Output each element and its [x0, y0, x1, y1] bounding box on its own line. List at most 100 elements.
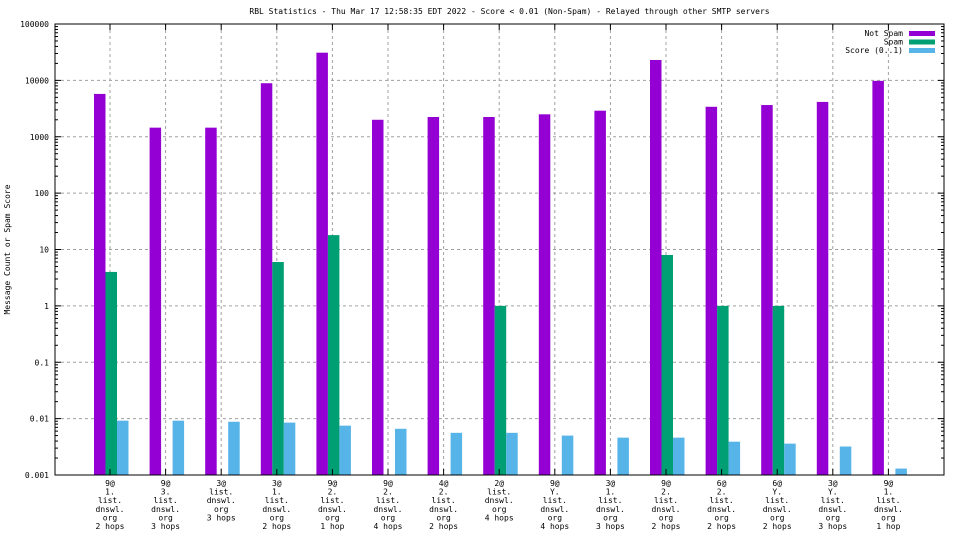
- x-tick-label: 3 hops: [818, 522, 847, 531]
- x-tick-label: dnswl.: [485, 496, 514, 505]
- x-tick-label: 9@: [884, 479, 894, 488]
- bar-not-spam: [705, 106, 718, 475]
- bar-not-spam: [260, 83, 273, 475]
- x-tick-label: dnswl.: [652, 505, 681, 514]
- x-tick-label: 1.: [105, 488, 115, 497]
- x-tick-label: dnswl.: [540, 505, 569, 514]
- y-tick-label: 1000: [30, 133, 49, 142]
- bar-spam: [494, 305, 507, 475]
- plot-frame: [54, 23, 945, 476]
- bar-not-spam: [872, 80, 884, 475]
- bar-not-spam: [538, 114, 551, 475]
- x-tick-label: dnswl.: [374, 505, 403, 514]
- x-tick-label: 6@: [772, 479, 782, 488]
- x-tick-label: list.: [876, 496, 900, 505]
- bar-score-0-1: [283, 422, 296, 475]
- x-tick-label: 6@: [717, 479, 727, 488]
- y-axis-label: Message Count or Spam Score: [3, 184, 12, 314]
- y-tick-label: 10000: [25, 76, 49, 85]
- y-tick-label: 100: [35, 189, 50, 198]
- x-tick-label: 1.: [884, 488, 894, 497]
- bar-not-spam: [94, 93, 106, 475]
- x-tick-label: dnswl.: [818, 505, 847, 514]
- x-tick-label: list.: [598, 496, 622, 505]
- bar-not-spam: [205, 127, 217, 475]
- bar-score-0-1: [172, 420, 185, 475]
- x-tick-label: 2.: [661, 488, 671, 497]
- x-tick-label: org: [492, 505, 507, 514]
- bar-not-spam: [483, 117, 495, 476]
- bar-spam: [661, 254, 673, 475]
- bar-score-0-1: [617, 437, 629, 475]
- bar-score-0-1: [895, 468, 907, 475]
- x-tick-label: 3 hops: [207, 513, 236, 522]
- x-tick-label: 2.: [328, 488, 338, 497]
- x-tick-label: org: [714, 513, 729, 522]
- x-tick-label: 3 hops: [151, 522, 180, 531]
- x-tick-label: Y.: [828, 488, 838, 497]
- x-tick-label: org: [381, 513, 396, 522]
- bar-score-0-1: [117, 420, 129, 475]
- bar-not-spam: [650, 59, 662, 475]
- x-tick-label: org: [103, 513, 118, 522]
- legend-label: Score (0..1): [845, 46, 903, 55]
- x-tick-label: dnswl.: [874, 505, 903, 514]
- x-tick-label: Y.: [772, 488, 782, 497]
- x-tick-label: org: [770, 513, 785, 522]
- x-tick-label: 2.: [439, 488, 449, 497]
- bar-spam: [772, 305, 785, 475]
- bar-score-0-1: [339, 425, 351, 475]
- bar-score-0-1: [228, 421, 240, 475]
- x-tick-label: 2 hops: [429, 522, 458, 531]
- x-tick-label: list.: [654, 496, 678, 505]
- bar-score-0-1: [506, 432, 518, 475]
- x-tick-label: dnswl.: [151, 505, 180, 514]
- x-tick-label: 2 hops: [652, 522, 681, 531]
- bar-not-spam: [594, 110, 606, 475]
- y-tick-label: 100000: [20, 20, 49, 29]
- x-tick-label: 1.: [272, 488, 282, 497]
- legend-label: Spam: [884, 38, 903, 47]
- x-tick-label: 3@: [606, 479, 616, 488]
- x-tick-label: 3@: [272, 479, 282, 488]
- bar-score-0-1: [673, 437, 685, 475]
- bar-spam: [272, 262, 284, 475]
- x-tick-label: list.: [487, 488, 511, 497]
- y-tick-label: 0.1: [35, 358, 50, 367]
- bar-score-0-1: [450, 432, 463, 475]
- bar-spam: [327, 235, 340, 475]
- x-tick-label: dnswl.: [207, 496, 236, 505]
- x-tick-label: org: [603, 513, 618, 522]
- x-tick-label: org: [548, 513, 563, 522]
- x-tick-label: org: [325, 513, 340, 522]
- x-tick-label: 9@: [383, 479, 393, 488]
- bar-not-spam: [316, 52, 328, 475]
- x-tick-label: 2.: [717, 488, 727, 497]
- x-tick-label: 4 hops: [374, 522, 403, 531]
- x-tick-label: 2 hops: [763, 522, 792, 531]
- x-tick-label: list.: [320, 496, 344, 505]
- x-tick-label: dnswl.: [707, 505, 736, 514]
- x-tick-label: org: [881, 513, 896, 522]
- bar-not-spam: [372, 119, 384, 476]
- x-tick-label: 2 hops: [262, 522, 291, 531]
- x-tick-label: 1 hop: [320, 522, 344, 531]
- x-tick-label: list.: [209, 488, 233, 497]
- x-tick-label: org: [214, 505, 229, 514]
- bar-score-0-1: [784, 443, 796, 475]
- x-tick-label: list.: [765, 496, 789, 505]
- x-tick-label: 3@: [828, 479, 838, 488]
- x-tick-label: 3.: [161, 488, 171, 497]
- x-tick-label: org: [158, 513, 173, 522]
- legend-swatch: [909, 31, 935, 36]
- x-tick-label: 4 hops: [485, 513, 514, 522]
- x-tick-label: 9@: [105, 479, 115, 488]
- x-tick-label: 3 hops: [596, 522, 625, 531]
- x-tick-label: list.: [265, 496, 289, 505]
- bar-score-0-1: [561, 435, 574, 475]
- chart-title: RBL Statistics - Thu Mar 17 12:58:35 EDT…: [249, 7, 769, 16]
- x-tick-label: dnswl.: [429, 505, 458, 514]
- x-tick-label: dnswl.: [318, 505, 347, 514]
